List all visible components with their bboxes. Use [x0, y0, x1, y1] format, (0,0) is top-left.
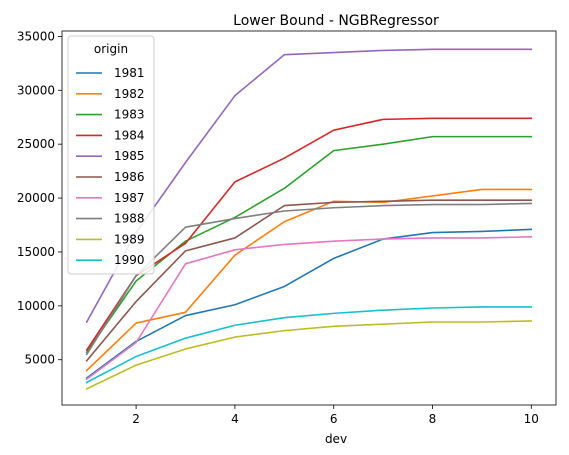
legend-title: origin [94, 42, 128, 56]
x-tick-label: 2 [132, 412, 140, 426]
series-line-1981 [85, 228, 533, 380]
y-tick-label: 35000 [17, 29, 55, 43]
legend-entry-1988: 1988 [114, 212, 145, 226]
series-line-1984 [85, 117, 533, 352]
x-tick-label: 6 [330, 412, 338, 426]
series-line-1982 [85, 188, 533, 372]
legend-entry-1989: 1989 [114, 232, 145, 246]
legend-entry-1990: 1990 [114, 253, 145, 267]
series-line-1989 [85, 320, 533, 390]
legend-entry-1985: 1985 [114, 149, 145, 163]
legend-box [67, 35, 155, 275]
series-line-1987 [85, 236, 533, 381]
y-tick-label: 30000 [17, 83, 55, 97]
y-tick-label: 15000 [17, 245, 55, 259]
series-line-1983 [85, 135, 533, 354]
legend-entry-1981: 1981 [114, 66, 145, 80]
legend-entry-1986: 1986 [114, 170, 145, 184]
series-line-1990 [85, 306, 533, 384]
x-tick-label: 10 [524, 412, 539, 426]
legend-entry-1987: 1987 [114, 191, 145, 205]
plot-area: 2 4 6 8 10 5000 10000 15000 20000 25000 30000 35000 [17, 29, 557, 426]
series-line-1986 [85, 199, 533, 362]
legend: origin 1981 1982 1983 1984 1985 1986 1987 1988 19… [67, 35, 155, 275]
legend-entry-1983: 1983 [114, 108, 145, 122]
chart-title: Lower Bound - NGBRegressor [233, 13, 439, 29]
y-tick-label: 25000 [17, 137, 55, 151]
x-tick-label: 4 [231, 412, 239, 426]
x-tick-label: 8 [429, 412, 437, 426]
x-axis-label: dev [325, 432, 347, 446]
legend-entry-1984: 1984 [114, 128, 145, 142]
y-tick-label: 20000 [17, 191, 55, 205]
series-line-1985 [85, 48, 533, 324]
y-tick-label: 5000 [24, 353, 55, 367]
series-line-1988 [85, 202, 533, 356]
plot-frame [61, 30, 557, 406]
y-tick-label: 10000 [17, 299, 55, 313]
legend-entry-1982: 1982 [114, 87, 145, 101]
